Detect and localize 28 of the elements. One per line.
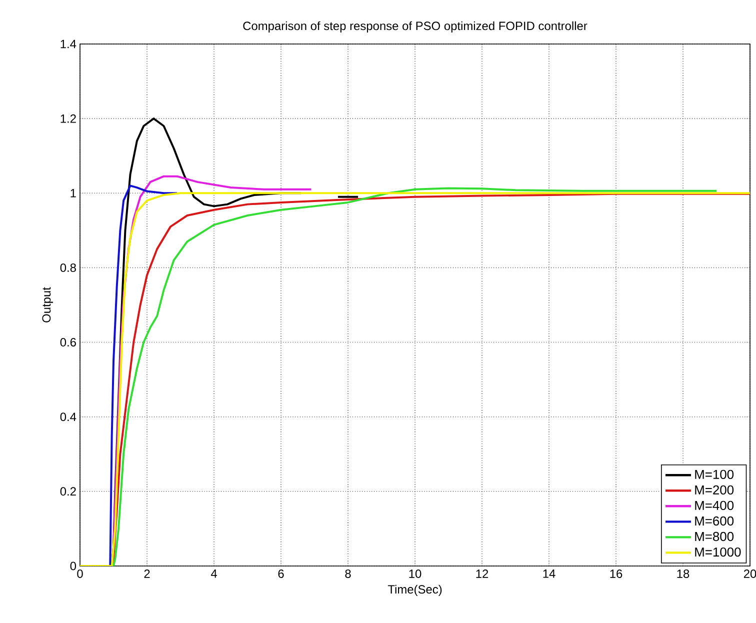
- x-tick-label: 8: [345, 570, 351, 578]
- legend-label: M=100: [695, 470, 734, 479]
- x-tick-label: 18: [677, 570, 690, 578]
- x-axis-title: Time(Sec): [388, 584, 442, 596]
- y-tick-label: 0.6: [60, 338, 76, 346]
- x-tick-label: 2: [144, 570, 150, 578]
- y-tick-label: 0.4: [60, 412, 76, 422]
- legend-label: M=800: [695, 532, 734, 542]
- legend-label: M=200: [695, 485, 734, 495]
- x-tick-label: 6: [278, 570, 284, 578]
- y-tick-label: 0.2: [60, 487, 76, 496]
- legend-label: M=600: [695, 516, 734, 526]
- y-tick-label: 1: [70, 189, 76, 198]
- y-tick-label: 0.8: [60, 263, 76, 272]
- x-tick-label: 16: [610, 570, 622, 578]
- y-tick-label: 1.4: [60, 40, 76, 48]
- y-tick-label: 1.2: [60, 114, 76, 123]
- legend-label: M=400: [695, 500, 734, 510]
- x-tick-label: 12: [476, 570, 488, 578]
- y-tick-label: 0: [70, 562, 76, 570]
- legend-label: M=1000: [695, 547, 741, 557]
- x-tick-label: 10: [409, 570, 422, 578]
- y-axis-title: Output: [42, 287, 54, 322]
- x-tick-label: 14: [543, 570, 556, 578]
- chart-title: Comparison of step response of PSO optimized FOPID controller: [243, 21, 588, 32]
- x-tick-label: 4: [210, 570, 217, 578]
- x-tick-label: 20: [744, 570, 756, 578]
- x-tick-label: 0: [77, 570, 83, 578]
